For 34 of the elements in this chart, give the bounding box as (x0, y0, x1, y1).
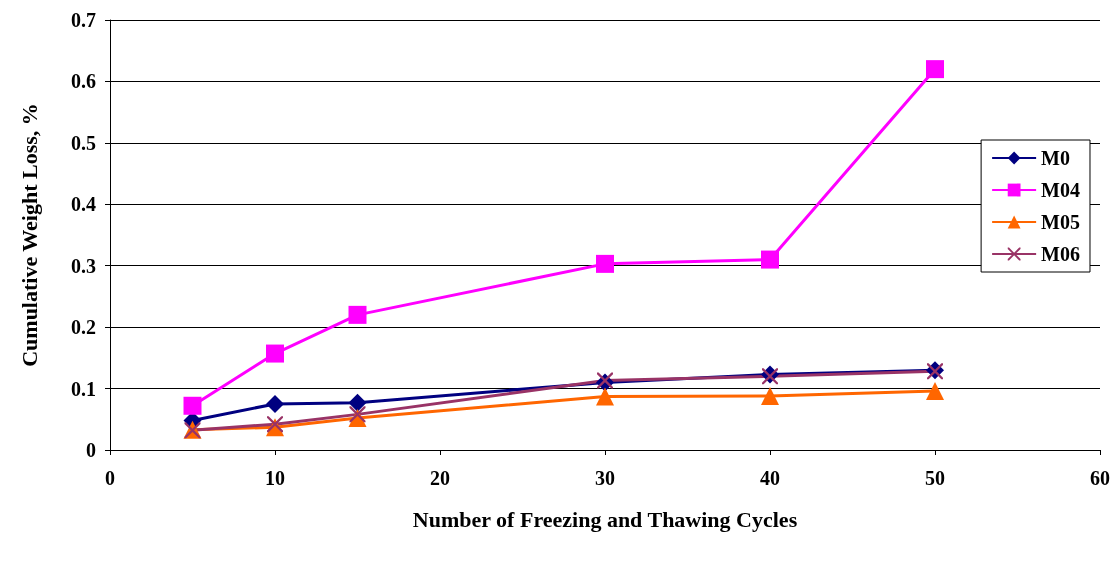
y-tick-label: 0.5 (71, 131, 96, 154)
point (183, 396, 202, 415)
point (596, 254, 614, 273)
point (926, 60, 944, 79)
legend-label: M0 (1041, 147, 1071, 169)
point (596, 387, 614, 406)
point (266, 394, 284, 413)
y-tick-label: 0 (86, 439, 96, 461)
y-axis-title: Cumulative Weight Loss, % (16, 103, 42, 367)
x-tick-label: 30 (595, 467, 615, 489)
point (267, 416, 283, 433)
x-tick-label: 40 (760, 467, 780, 489)
point (761, 250, 779, 269)
point (761, 386, 779, 405)
y-tick-label: 0.1 (71, 377, 96, 400)
x-axis-title: Number of Freezing and Thawing Cycles (412, 506, 798, 532)
x-tick-label: 20 (430, 467, 450, 489)
x-tick-label: 60 (1090, 467, 1110, 489)
point (349, 406, 366, 423)
y-tick-label: 0.7 (71, 9, 96, 31)
point (266, 344, 284, 363)
legend-label: M06 (1041, 243, 1081, 265)
legend-label: M04 (1041, 179, 1081, 201)
y-tick-label: 0.4 (71, 193, 96, 216)
point (348, 305, 367, 324)
y-tick-label: 0.2 (71, 316, 96, 339)
x-tick-label: 50 (925, 467, 945, 489)
legend-label: M05 (1041, 211, 1081, 233)
point (348, 393, 367, 412)
point (926, 382, 944, 401)
x-tick-label: 0 (105, 467, 115, 489)
x-tick-label: 10 (265, 467, 285, 489)
y-tick-label: 0.3 (71, 254, 96, 277)
y-tick-label: 0.6 (71, 70, 96, 93)
